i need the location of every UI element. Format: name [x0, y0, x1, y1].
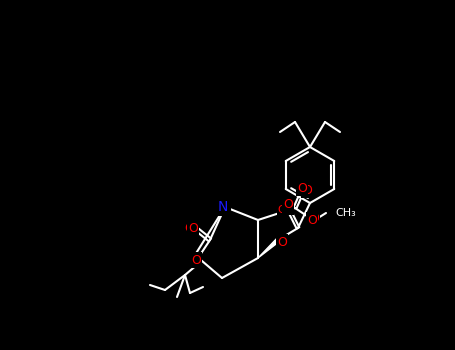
Text: O: O — [191, 253, 201, 266]
Text: O: O — [277, 236, 287, 248]
Text: O: O — [309, 211, 319, 224]
Text: O: O — [307, 214, 317, 226]
Text: N: N — [220, 198, 230, 211]
Polygon shape — [258, 238, 279, 258]
Text: O: O — [283, 201, 293, 214]
Text: O: O — [188, 222, 198, 235]
Text: N: N — [218, 200, 228, 214]
Text: O: O — [184, 222, 194, 235]
Text: O: O — [283, 198, 293, 211]
Text: O: O — [190, 253, 200, 266]
Text: O: O — [302, 183, 312, 196]
Text: O: O — [297, 182, 307, 195]
Text: CH₃: CH₃ — [335, 208, 356, 218]
Text: O: O — [278, 205, 286, 215]
Text: O: O — [277, 236, 287, 248]
